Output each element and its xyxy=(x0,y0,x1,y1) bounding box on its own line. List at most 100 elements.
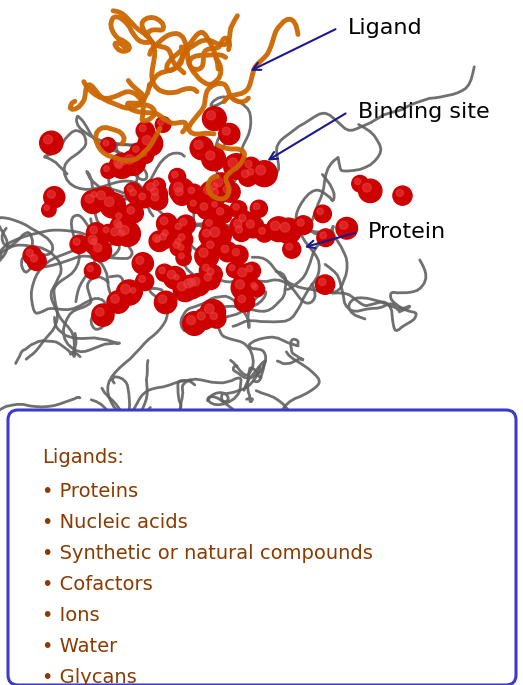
Circle shape xyxy=(251,200,267,217)
Circle shape xyxy=(283,240,301,258)
Circle shape xyxy=(43,135,52,144)
Circle shape xyxy=(244,166,262,183)
Circle shape xyxy=(100,138,116,153)
Circle shape xyxy=(121,158,128,164)
Circle shape xyxy=(169,169,186,185)
Circle shape xyxy=(90,240,111,262)
Circle shape xyxy=(167,271,176,279)
Circle shape xyxy=(235,226,243,233)
Circle shape xyxy=(88,235,97,245)
Circle shape xyxy=(208,186,227,205)
Circle shape xyxy=(113,220,121,227)
Circle shape xyxy=(130,143,146,160)
Circle shape xyxy=(219,123,240,145)
Circle shape xyxy=(229,264,235,271)
Circle shape xyxy=(188,197,203,213)
Circle shape xyxy=(230,201,247,218)
Circle shape xyxy=(221,245,229,253)
Circle shape xyxy=(231,275,255,300)
Circle shape xyxy=(206,223,231,249)
Circle shape xyxy=(266,217,291,242)
Circle shape xyxy=(294,216,313,235)
Circle shape xyxy=(252,161,277,186)
Circle shape xyxy=(188,278,196,286)
Circle shape xyxy=(91,192,97,197)
Circle shape xyxy=(30,255,38,262)
Circle shape xyxy=(188,187,195,194)
Circle shape xyxy=(224,153,249,179)
Circle shape xyxy=(139,193,145,200)
Circle shape xyxy=(276,218,301,244)
Circle shape xyxy=(217,208,224,215)
Circle shape xyxy=(393,186,412,206)
Circle shape xyxy=(259,227,265,234)
Circle shape xyxy=(100,192,126,218)
Circle shape xyxy=(155,236,161,242)
Circle shape xyxy=(249,282,265,297)
Circle shape xyxy=(169,178,194,203)
Circle shape xyxy=(141,151,147,157)
Text: Binding site: Binding site xyxy=(358,102,490,122)
Circle shape xyxy=(243,262,260,279)
Circle shape xyxy=(229,245,248,264)
Circle shape xyxy=(206,151,215,160)
Circle shape xyxy=(172,272,186,286)
Circle shape xyxy=(195,244,219,268)
Circle shape xyxy=(355,178,361,184)
Circle shape xyxy=(213,205,232,223)
Circle shape xyxy=(118,230,124,236)
Circle shape xyxy=(120,151,145,175)
Circle shape xyxy=(116,227,132,243)
FancyBboxPatch shape xyxy=(8,410,516,685)
Circle shape xyxy=(242,158,260,176)
Circle shape xyxy=(362,183,371,192)
Circle shape xyxy=(113,219,129,236)
Circle shape xyxy=(175,238,181,245)
Circle shape xyxy=(183,312,206,336)
Circle shape xyxy=(197,312,205,320)
Circle shape xyxy=(199,181,224,206)
Circle shape xyxy=(116,222,122,228)
Circle shape xyxy=(190,200,196,206)
Circle shape xyxy=(110,216,130,236)
Circle shape xyxy=(212,201,217,207)
Circle shape xyxy=(175,231,193,249)
Circle shape xyxy=(234,264,257,287)
Circle shape xyxy=(136,190,154,208)
Circle shape xyxy=(174,182,183,192)
Circle shape xyxy=(173,278,197,301)
Circle shape xyxy=(319,278,326,286)
Circle shape xyxy=(173,242,180,248)
Circle shape xyxy=(209,173,234,198)
Circle shape xyxy=(93,187,116,210)
Circle shape xyxy=(130,189,137,196)
Circle shape xyxy=(103,227,109,233)
Circle shape xyxy=(128,285,142,300)
Circle shape xyxy=(178,245,184,250)
Text: Protein: Protein xyxy=(368,222,446,242)
Circle shape xyxy=(158,295,167,303)
Circle shape xyxy=(211,188,219,196)
Circle shape xyxy=(173,236,188,251)
Circle shape xyxy=(228,158,237,168)
Circle shape xyxy=(160,227,176,243)
Circle shape xyxy=(90,226,97,234)
Circle shape xyxy=(352,175,368,192)
Circle shape xyxy=(190,136,213,160)
Text: • Nucleic acids: • Nucleic acids xyxy=(42,513,188,532)
Circle shape xyxy=(234,292,255,312)
Circle shape xyxy=(112,158,131,177)
Circle shape xyxy=(218,242,237,262)
Circle shape xyxy=(136,256,144,264)
Circle shape xyxy=(151,193,159,201)
Circle shape xyxy=(178,253,185,259)
Circle shape xyxy=(40,132,63,154)
Circle shape xyxy=(73,238,80,245)
Circle shape xyxy=(124,183,141,199)
Circle shape xyxy=(207,268,214,275)
Circle shape xyxy=(270,221,280,230)
Circle shape xyxy=(223,186,231,193)
Circle shape xyxy=(151,188,158,195)
Circle shape xyxy=(209,199,224,214)
Circle shape xyxy=(132,253,153,274)
